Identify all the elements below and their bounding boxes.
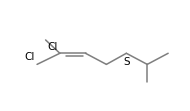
Text: Cl: Cl xyxy=(48,42,58,52)
Text: S: S xyxy=(123,57,130,67)
Text: Cl: Cl xyxy=(25,52,35,62)
